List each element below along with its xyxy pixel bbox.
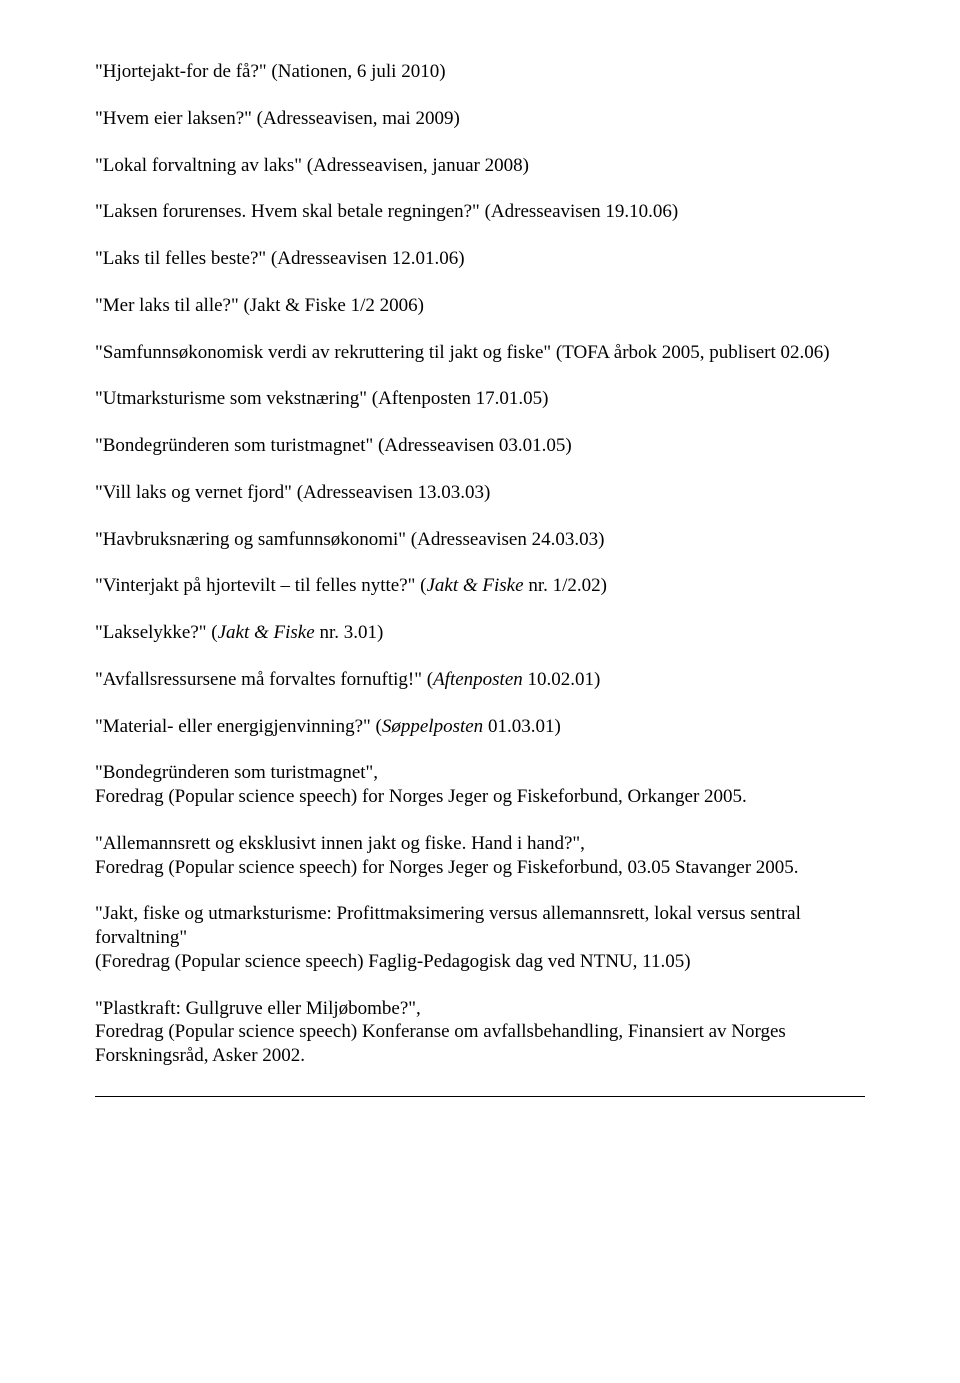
speech-detail: Foredrag (Popular science speech) for No…: [95, 856, 865, 880]
publication-entry: "Bondegründeren som turistmagnet" (Adres…: [95, 434, 865, 458]
publication-entry: "Utmarksturisme som vekstnæring" (Aftenp…: [95, 387, 865, 411]
speech-entry: "Allemannsrett og eksklusivt innen jakt …: [95, 832, 865, 880]
publication-entry: "Havbruksnæring og samfunnsøkonomi" (Adr…: [95, 528, 865, 552]
publication-entry: "Laks til felles beste?" (Adresseavisen …: [95, 247, 865, 271]
entry-source: Aftenposten: [433, 669, 523, 690]
publication-entry: "Vinterjakt på hjortevilt – til felles n…: [95, 574, 865, 598]
publication-entry: "Hvem eier laksen?" (Adresseavisen, mai …: [95, 107, 865, 131]
publication-entry: "Material- eller energigjenvinning?" (Sø…: [95, 715, 865, 739]
publication-entry: "Lakselykke?" (Jakt & Fiske nr. 3.01): [95, 621, 865, 645]
entry-source: Søppelposten: [382, 716, 483, 737]
entry-source: Jakt & Fiske: [426, 575, 523, 596]
speech-detail: Foredrag (Popular science speech) Konfer…: [95, 1020, 865, 1068]
entry-text: "Lakselykke?" (: [95, 622, 218, 643]
speech-title: "Bondegründeren som turistmagnet",: [95, 761, 865, 785]
speech-entry: "Jakt, fiske og utmarksturisme: Profittm…: [95, 902, 865, 973]
publication-entry: "Mer laks til alle?" (Jakt & Fiske 1/2 2…: [95, 294, 865, 318]
publication-entry: "Samfunnsøkonomisk verdi av rekruttering…: [95, 341, 865, 365]
horizontal-rule: [95, 1096, 865, 1097]
entry-text: "Material- eller energigjenvinning?" (: [95, 716, 382, 737]
entry-text: "Avfallsressursene må forvaltes fornufti…: [95, 669, 433, 690]
publication-entry: "Vill laks og vernet fjord" (Adresseavis…: [95, 481, 865, 505]
entry-text: nr. 1/2.02): [524, 575, 607, 596]
entry-text: "Vinterjakt på hjortevilt – til felles n…: [95, 575, 426, 596]
entry-text: 10.02.01): [523, 669, 601, 690]
publication-entry: "Laksen forurenses. Hvem skal betale reg…: [95, 200, 865, 224]
entry-text: nr. 3.01): [315, 622, 384, 643]
speech-entry: "Plastkraft: Gullgruve eller Miljøbombe?…: [95, 997, 865, 1068]
speech-entry: "Bondegründeren som turistmagnet", Fored…: [95, 761, 865, 809]
publication-entry: "Avfallsressursene må forvaltes fornufti…: [95, 668, 865, 692]
speech-title: "Allemannsrett og eksklusivt innen jakt …: [95, 832, 865, 856]
entry-source: Jakt & Fiske: [218, 622, 315, 643]
document-page: "Hjortejakt-for de få?" (Nationen, 6 jul…: [0, 0, 960, 1383]
entry-text: 01.03.01): [483, 716, 561, 737]
publication-entry: "Lokal forvaltning av laks" (Adresseavis…: [95, 154, 865, 178]
speech-title: "Plastkraft: Gullgruve eller Miljøbombe?…: [95, 997, 865, 1021]
speech-title: "Jakt, fiske og utmarksturisme: Profittm…: [95, 902, 865, 950]
speech-detail: Foredrag (Popular science speech) for No…: [95, 785, 865, 809]
publication-entry: "Hjortejakt-for de få?" (Nationen, 6 jul…: [95, 60, 865, 84]
speech-detail: (Foredrag (Popular science speech) Fagli…: [95, 950, 865, 974]
